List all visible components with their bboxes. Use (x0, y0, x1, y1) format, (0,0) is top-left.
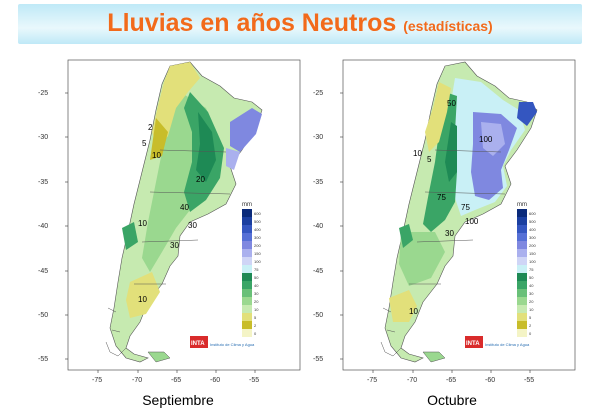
inta-logo: INTA Instituto de Clima y Agua (190, 336, 255, 348)
caption-septiembre: Septiembre (142, 392, 214, 408)
svg-text:200: 200 (529, 243, 536, 248)
contour-label: 40 (180, 203, 189, 212)
svg-text:200: 200 (254, 243, 261, 248)
contour-label: 2 (148, 123, 153, 132)
contour-label: 100 (465, 217, 479, 226)
map-panel-septiembre: -25 -30 -35 -40 -45 -50 -55 -75 -70 -65 … (30, 52, 310, 388)
svg-text:40: 40 (254, 283, 259, 288)
lon-tick: -75 (367, 377, 377, 384)
lat-tick: -25 (313, 90, 323, 97)
rainfall-map-octubre: -25 -30 -35 -40 -45 -50 -55 -75 -70 -65 … (313, 59, 576, 384)
map-panel-octubre: -25 -30 -35 -40 -45 -50 -55 -75 -70 -65 … (305, 52, 585, 388)
contour-label: 10 (152, 151, 161, 160)
rainfall-map-septiembre: -25 -30 -35 -40 -45 -50 -55 -75 -70 -65 … (38, 59, 301, 384)
svg-text:20: 20 (254, 299, 259, 304)
contour-label: 5 (427, 155, 432, 164)
svg-text:2: 2 (529, 323, 532, 328)
lon-tick: -65 (171, 377, 181, 384)
lat-tick: -45 (38, 268, 48, 275)
contour-label: 10 (138, 219, 147, 228)
inta-logo: INTA Instituto de Clima y Agua (465, 336, 530, 348)
svg-text:2: 2 (254, 323, 257, 328)
svg-text:30: 30 (254, 291, 259, 296)
svg-text:300: 300 (254, 235, 261, 240)
argentina-shape (380, 61, 538, 363)
svg-text:0: 0 (529, 331, 532, 336)
svg-text:10: 10 (529, 307, 534, 312)
svg-text:5: 5 (254, 315, 257, 320)
contour-label: 30 (445, 229, 454, 238)
lon-tick: -70 (407, 377, 417, 384)
lat-tick: -40 (38, 223, 48, 230)
lat-tick: -30 (38, 134, 48, 141)
lon-tick: -60 (485, 377, 495, 384)
svg-text:30: 30 (529, 291, 534, 296)
svg-text:INTA: INTA (466, 341, 480, 347)
contour-label: 5 (142, 139, 147, 148)
page-title: Lluvias en años Neutros (estadísticas) (18, 9, 582, 38)
argentina-shape (105, 61, 263, 363)
institute-name: Instituto de Clima y Agua (485, 342, 530, 347)
map-frame (342, 59, 576, 371)
svg-text:500: 500 (254, 219, 261, 224)
institute-name: Instituto de Clima y Agua (210, 342, 255, 347)
lat-tick: -40 (313, 223, 323, 230)
svg-text:400: 400 (529, 227, 536, 232)
svg-text:600: 600 (254, 211, 261, 216)
lat-tick: -45 (313, 268, 323, 275)
lat-tick: -30 (313, 134, 323, 141)
contour-label: 10 (413, 149, 422, 158)
svg-text:INTA: INTA (191, 341, 205, 347)
contour-label: 10 (409, 307, 418, 316)
svg-text:100: 100 (529, 259, 536, 264)
contour-label: 50 (447, 99, 456, 108)
contour-label: 30 (188, 221, 197, 230)
contour-label: 30 (170, 241, 179, 250)
lon-tick: -60 (210, 377, 220, 384)
lon-tick: -70 (132, 377, 142, 384)
svg-text:20: 20 (529, 299, 534, 304)
svg-text:40: 40 (529, 283, 534, 288)
svg-text:300: 300 (529, 235, 536, 240)
contour-label: 75 (437, 193, 446, 202)
svg-text:0: 0 (254, 331, 257, 336)
contour-label: 75 (461, 203, 470, 212)
svg-text:150: 150 (254, 251, 261, 256)
lat-tick: -35 (313, 179, 323, 186)
contour-label: 10 (138, 295, 147, 304)
title-banner: Lluvias en años Neutros (estadísticas) (18, 4, 582, 44)
map-frame (67, 59, 301, 371)
legend-colorbar: mm 600 500 400 300 200 150 (242, 202, 261, 337)
svg-text:500: 500 (529, 219, 536, 224)
svg-text:50: 50 (529, 275, 534, 280)
lat-tick: -50 (313, 312, 323, 319)
lat-tick: -55 (313, 356, 323, 363)
lon-tick: -55 (249, 377, 259, 384)
lat-tick: -55 (38, 356, 48, 363)
contour-label: 100 (479, 135, 493, 144)
caption-octubre: Octubre (427, 392, 477, 408)
lon-tick: -65 (446, 377, 456, 384)
legend-colorbar: mm 600 500 400 300 200 150 (517, 202, 536, 337)
svg-text:400: 400 (254, 227, 261, 232)
svg-text:10: 10 (254, 307, 259, 312)
svg-text:600: 600 (529, 211, 536, 216)
legend-unit: mm (242, 202, 252, 208)
lon-tick: -75 (92, 377, 102, 384)
lon-tick: -55 (524, 377, 534, 384)
svg-text:75: 75 (254, 267, 259, 272)
svg-text:150: 150 (529, 251, 536, 256)
lat-tick: -35 (38, 179, 48, 186)
svg-text:100: 100 (254, 259, 261, 264)
title-main: Lluvias en años Neutros (107, 9, 397, 37)
svg-text:75: 75 (529, 267, 534, 272)
title-subtitle: (estadísticas) (403, 18, 493, 34)
svg-text:50: 50 (254, 275, 259, 280)
legend-unit: mm (517, 202, 527, 208)
svg-text:5: 5 (529, 315, 532, 320)
contour-label: 20 (196, 175, 205, 184)
lat-tick: -25 (38, 90, 48, 97)
lat-tick: -50 (38, 312, 48, 319)
